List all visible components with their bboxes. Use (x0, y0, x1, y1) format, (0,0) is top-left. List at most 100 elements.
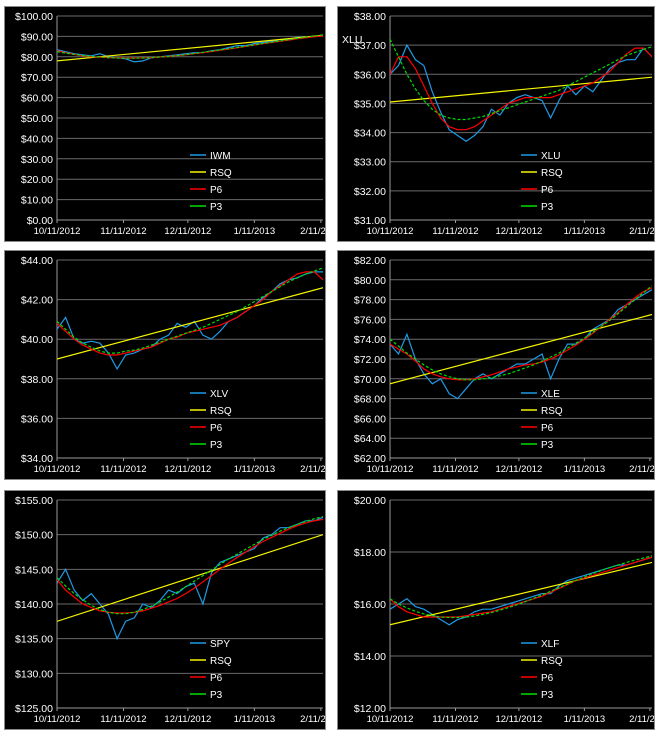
x-tick-label: 10/11/2012 (34, 714, 81, 725)
x-tick-label: 2/11/2013 (300, 226, 325, 237)
plot-area (57, 267, 323, 371)
y-tick-label: $50.00 (21, 113, 53, 125)
p6-fit-line (57, 518, 323, 614)
y-tick-label: $90.00 (21, 31, 53, 43)
legend-label: RSQ (541, 406, 563, 417)
y-tick-label: $135.00 (15, 634, 53, 646)
legend-label: IWM (210, 151, 231, 162)
x-tick-label: 1/11/2013 (234, 714, 276, 725)
y-tick-label: $150.00 (15, 530, 53, 542)
legend-label: XLV (210, 389, 228, 400)
chart-spy: $125.00 $130.00 $135.00 $140.00 $145.00 $150.… (15, 495, 342, 725)
y-tick-label: $62.00 (354, 453, 386, 465)
y-tick-label: $36.00 (354, 69, 386, 81)
x-tick-label: 11/11/2012 (432, 714, 478, 725)
plot-area (390, 555, 652, 626)
x-tick-label: 10/11/2012 (34, 464, 81, 475)
rsq-trend-line (57, 34, 323, 62)
x-tick-label: 12/11/2012 (164, 714, 211, 725)
chart-panel-xlf: $12.00 $14.00 $16.00 $18.00 $20.00 10/11/2012… (337, 490, 659, 730)
legend-label: P6 (541, 673, 554, 684)
legend-label: P6 (210, 185, 223, 196)
x-tick-label: 11/11/2012 (432, 226, 478, 237)
spy-price-line (57, 516, 323, 641)
chart-panel-spy: $125.00 $130.00 $135.00 $140.00 $145.00 $150.… (4, 490, 342, 730)
x-tick-label: 10/11/2012 (367, 714, 414, 725)
x-tick-label: 1/11/2013 (234, 226, 276, 237)
y-tick-label: $35.00 (354, 98, 386, 110)
plot-area (57, 34, 323, 63)
rsq-trend-line (390, 561, 652, 626)
legend-label: P3 (210, 440, 223, 451)
legend-label: XLE (541, 389, 560, 400)
legend-label: RSQ (210, 406, 232, 417)
y-tick-label: $70.00 (354, 374, 386, 386)
legend-label: RSQ (541, 168, 563, 179)
y-tick-label: $34.00 (21, 453, 53, 465)
p3-fit-line (390, 555, 652, 619)
y-tick-label: $31.00 (354, 215, 386, 227)
x-tick-label: 12/11/2012 (495, 226, 542, 237)
y-tick-label: $60.00 (21, 93, 53, 105)
chart-iwm: $0.00 $10.00 $20.00 $30.00 $40.00 $50.00 $60.0… (15, 11, 342, 237)
rsq-trend-line (390, 76, 652, 103)
x-tick-label: 10/11/2012 (34, 226, 81, 237)
p6-fit-line (57, 35, 323, 59)
x-tick-label: 1/11/2013 (564, 464, 606, 475)
y-tick-label: $20.00 (354, 495, 386, 507)
chart-xlf: $12.00 $14.00 $16.00 $18.00 $20.00 10/11/2012… (354, 495, 659, 725)
legend-label: P3 (541, 440, 554, 451)
p6-fit-line (390, 47, 652, 131)
y-tick-label: $100.00 (15, 11, 53, 23)
y-tick-label: $40.00 (21, 133, 53, 145)
y-tick-label: $37.00 (354, 40, 386, 52)
y-tick-label: $16.00 (354, 599, 386, 611)
y-tick-label: $80.00 (21, 52, 53, 64)
y-tick-label: $78.00 (354, 295, 386, 307)
y-tick-label: $0.00 (27, 215, 53, 227)
y-tick-label: $44.00 (21, 255, 53, 267)
y-tick-label: $10.00 (21, 195, 53, 207)
y-tick-label: $74.00 (354, 334, 386, 346)
x-tick-label: 11/11/2012 (100, 226, 146, 237)
y-tick-label: $12.00 (354, 703, 386, 715)
y-tick-label: $64.00 (354, 433, 386, 445)
rsq-trend-line (57, 287, 323, 360)
y-tick-label: $38.00 (21, 374, 53, 386)
chart-xlv: $34.00 $36.00 $38.00 $40.00 $42.00 $44.00 10/1… (21, 255, 342, 475)
x-tick-label: 1/11/2013 (564, 226, 606, 237)
legend-label: RSQ (210, 168, 232, 179)
x-tick-label: 12/11/2012 (495, 464, 542, 475)
xlu-price-line (390, 43, 652, 143)
y-tick-label: $68.00 (354, 394, 386, 406)
chart-panel-xlv: $34.00 $36.00 $38.00 $40.00 $42.00 $44.00 10/1… (4, 250, 342, 480)
x-tick-label: 2/11/2013 (300, 464, 325, 475)
xle-price-line (390, 289, 652, 400)
y-tick-label: $155.00 (15, 495, 53, 507)
plot-area (390, 285, 652, 400)
y-tick-label: $42.00 (21, 295, 53, 307)
chart-panel-xle: $62.00 $64.00 $66.00 $68.00 $70.00 $72.00 $74.… (337, 250, 659, 480)
legend-label: P3 (541, 690, 554, 701)
legend-label: P6 (210, 423, 223, 434)
legend-label: P3 (210, 690, 223, 701)
plot-area (57, 516, 323, 641)
y-tick-label: $38.00 (354, 11, 386, 23)
x-tick-label: 10/11/2012 (367, 464, 414, 475)
y-tick-label: $125.00 (15, 703, 53, 715)
x-tick-label: 1/11/2013 (564, 714, 606, 725)
x-tick-label: 2/11/2013 (629, 464, 654, 475)
chart-xlu: $31.00 $32.00 $33.00 $34.00 $35.00 $36.00 $37.… (342, 11, 659, 237)
plot-area (390, 39, 652, 143)
chart-xle: $62.00 $64.00 $66.00 $68.00 $70.00 $72.00 $74.… (354, 255, 659, 475)
legend-label: P6 (541, 185, 554, 196)
y-tick-label: $140.00 (15, 599, 53, 611)
xlv-price-line (57, 271, 323, 371)
x-tick-label: 10/11/2012 (367, 226, 414, 237)
y-tick-label: $18.00 (354, 547, 386, 559)
legend-label: RSQ (210, 656, 232, 667)
x-tick-label: 2/11/2013 (300, 714, 325, 725)
y-tick-label: $130.00 (15, 668, 53, 680)
y-tick-label: $72.00 (354, 354, 386, 366)
legend-label: P3 (541, 202, 554, 213)
